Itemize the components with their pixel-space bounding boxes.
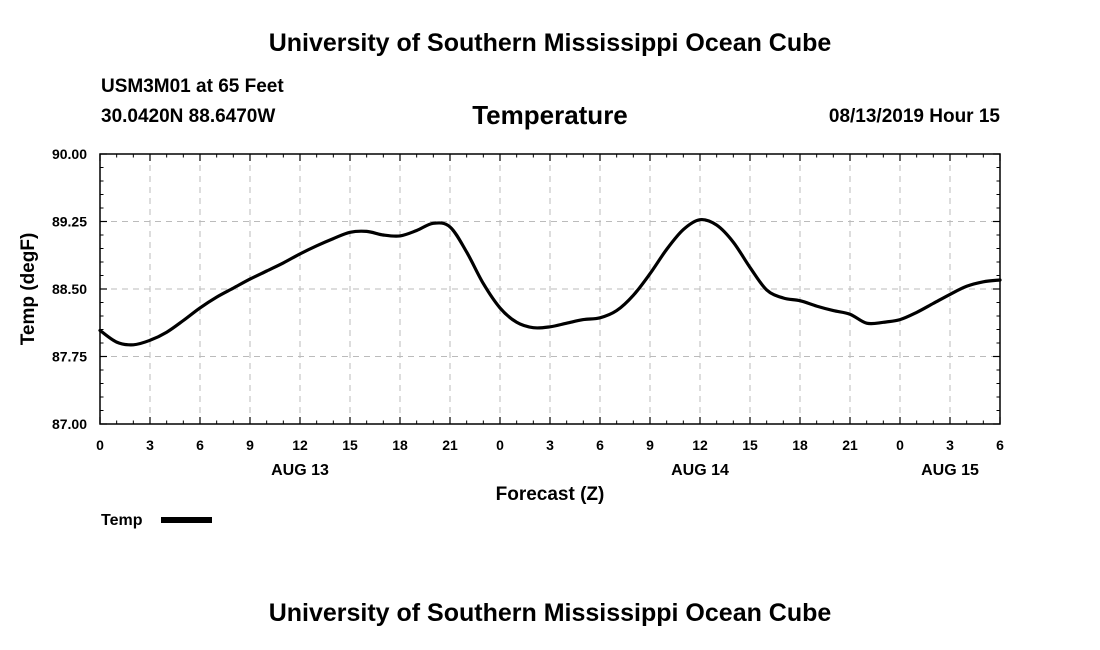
x-tick-label: 12 [692,437,708,453]
y-tick-label: 87.00 [52,416,87,432]
x-tick-label: 15 [742,437,758,453]
y-tick-label: 88.50 [52,281,87,297]
grid-lines [100,154,1000,424]
x-tick-label: 3 [946,437,954,453]
legend-label: Temp [101,512,143,529]
x-tick-labels: 0 3 6 9 12 15 18 21 0 3 6 9 12 15 18 21 0 3 6 [96,437,1004,453]
y-tick-label: 89.25 [52,214,87,230]
x-tick-label: 3 [146,437,154,453]
page-title: University of Southern Mississippi Ocean… [268,29,832,57]
x-tick-label: 18 [792,437,808,453]
x-tick-label: 21 [842,437,858,453]
x-tick-label: 0 [496,437,504,453]
station-coordinates: 30.0420N 88.6470W [101,106,276,127]
x-tick-label: 6 [996,437,1004,453]
x-tick-label: 0 [96,437,104,453]
x-tick-label: 21 [442,437,458,453]
plot-frame [99,153,1001,425]
x-tick-label: 6 [196,437,204,453]
y-tick-labels: 87.00 87.75 88.50 89.25 90.00 [52,146,87,432]
chart-title: Temperature [472,100,628,130]
date-label: AUG 14 [671,462,729,479]
x-tick-label: 15 [342,437,358,453]
station-label: USM3M01 at 65 Feet [101,76,284,97]
x-tick-label: 12 [292,437,308,453]
date-label: AUG 15 [921,462,979,479]
x-axis-label: Forecast (Z) [496,484,605,505]
date-labels: AUG 13 AUG 14 AUG 15 [271,462,979,479]
y-tick-label: 87.75 [52,349,87,365]
x-tick-label: 9 [646,437,654,453]
x-tick-label: 9 [246,437,254,453]
x-tick-label: 18 [392,437,408,453]
forecast-timestamp: 08/13/2019 Hour 15 [828,106,1000,127]
x-tick-label: 0 [896,437,904,453]
date-label: AUG 13 [271,462,329,479]
temp-series-line [98,217,1002,347]
y-tick-label: 90.00 [52,146,87,162]
y-axis-label: Temp (degF) [18,233,39,346]
footer-title: University of Southern Mississippi Ocean… [268,599,832,627]
x-tick-label: 6 [596,437,604,453]
x-tick-label: 3 [546,437,554,453]
